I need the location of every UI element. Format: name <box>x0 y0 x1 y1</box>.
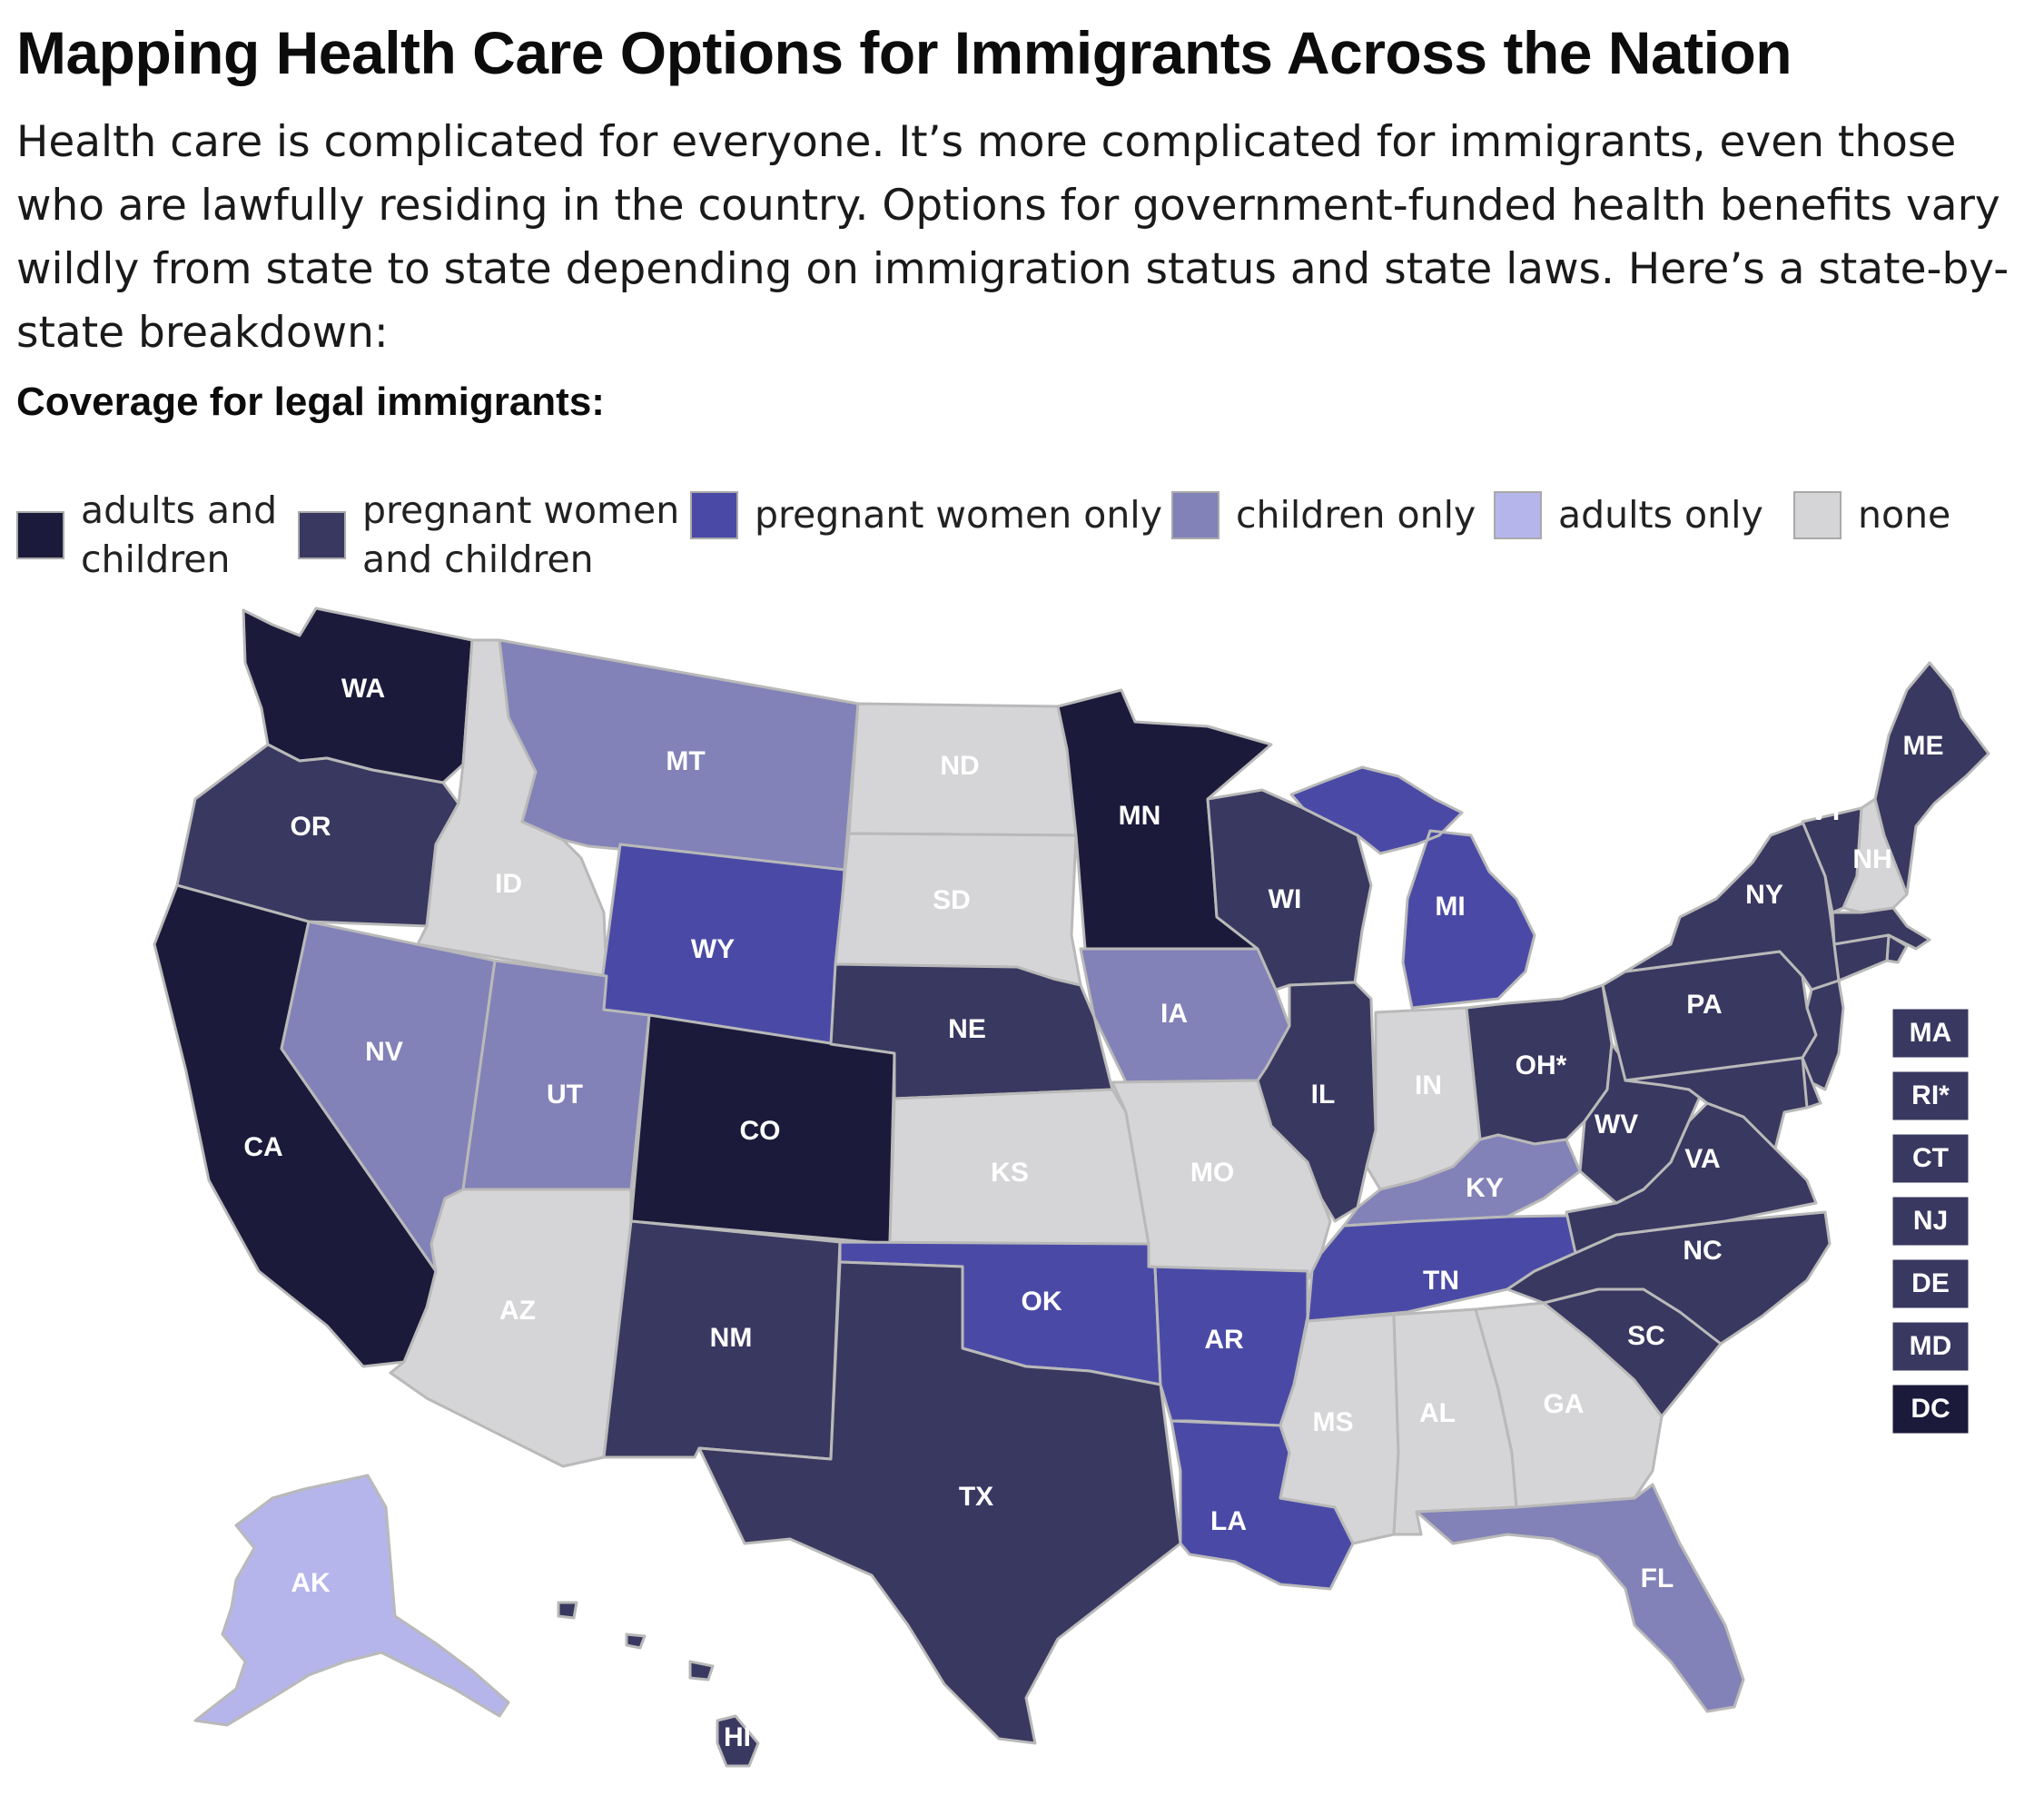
state-label-ne: NE <box>948 1014 986 1044</box>
state-label-la: LA <box>1210 1506 1247 1536</box>
inset-label-de: DE <box>1911 1268 1950 1298</box>
intro-text: Health care is complicated for everyone.… <box>16 117 2009 358</box>
state-label-mt: MT <box>666 746 705 776</box>
state-ct[interactable] <box>1832 933 1891 982</box>
state-md[interactable] <box>1624 1056 1809 1150</box>
state-label-nm: NM <box>710 1323 753 1353</box>
state-label-pa: PA <box>1686 990 1722 1020</box>
page-title: Mapping Health Care Options for Immigran… <box>16 19 1792 86</box>
state-label-mi: MI <box>1435 892 1465 922</box>
state-label-hi: HI <box>724 1722 751 1752</box>
state-label-oh: OH* <box>1516 1050 1567 1080</box>
state-label-in: IN <box>1415 1070 1442 1100</box>
inset-box-de[interactable] <box>1890 1257 1971 1311</box>
inset-box-ct[interactable] <box>1890 1131 1971 1186</box>
inset-box-dc[interactable] <box>1890 1382 1971 1436</box>
state-label-ut: UT <box>547 1080 583 1110</box>
state-label-ok: OK <box>1022 1287 1062 1317</box>
state-label-wa: WA <box>341 674 385 704</box>
legend-label: adults only <box>1558 493 1763 537</box>
state-label-ks: KS <box>991 1158 1029 1188</box>
state-label-al: AL <box>1419 1398 1456 1428</box>
state-label-wy: WY <box>691 934 735 964</box>
state-label-vt: VT <box>1810 796 1844 826</box>
state-label-ak: AK <box>291 1568 331 1598</box>
state-label-az: AZ <box>499 1296 536 1326</box>
state-label-ky: KY <box>1466 1173 1504 1203</box>
state-label-nc: NC <box>1683 1236 1722 1266</box>
state-label-sd: SD <box>933 885 971 915</box>
inset-label-ct: CT <box>1912 1143 1949 1173</box>
state-label-tx: TX <box>959 1482 993 1512</box>
legend-item-children-only: children only <box>1171 490 1508 539</box>
inset-label-md: MD <box>1910 1331 1952 1361</box>
state-ak[interactable] <box>193 1474 510 1727</box>
state-nj[interactable] <box>1801 979 1845 1091</box>
state-tx[interactable] <box>697 1260 1182 1745</box>
state-il[interactable] <box>1256 981 1377 1223</box>
state-mi[interactable] <box>1289 765 1536 1010</box>
legend-item-adults-and-children: adults and children <box>16 486 290 584</box>
inset-label-nj: NJ <box>1913 1206 1948 1236</box>
legend-item-pregnant-women-only: pregnant women only <box>690 490 1181 539</box>
state-label-va: VA <box>1684 1144 1720 1174</box>
inset-box-ma[interactable] <box>1890 1006 1971 1060</box>
state-label-nv: NV <box>365 1037 403 1067</box>
legend-label: pregnant women only <box>755 493 1162 537</box>
state-me[interactable] <box>1873 661 1990 896</box>
state-label-co: CO <box>740 1116 781 1146</box>
legend-item-none: none <box>1793 490 1994 539</box>
state-label-nd: ND <box>940 751 979 781</box>
state-label-wi: WI <box>1269 884 1302 914</box>
state-label-or: OR <box>291 812 331 842</box>
inset-box-md[interactable] <box>1890 1319 1971 1374</box>
legend-item-pregnant-women-and-children: pregnant women and children <box>298 486 689 584</box>
legend-swatch <box>1793 490 1842 539</box>
state-label-ca: CA <box>243 1132 282 1162</box>
state-label-ms: MS <box>1313 1407 1354 1437</box>
state-label-ia: IA <box>1160 999 1188 1029</box>
state-label-tn: TN <box>1423 1266 1459 1296</box>
legend-swatch <box>298 510 346 559</box>
state-ne[interactable] <box>829 962 1114 1100</box>
state-label-id: ID <box>495 869 522 899</box>
state-label-ga: GA <box>1544 1389 1585 1419</box>
legend-swatch <box>16 510 64 559</box>
state-label-ar: AR <box>1204 1325 1244 1355</box>
state-label-il: IL <box>1311 1080 1336 1110</box>
state-label-nh: NH <box>1852 844 1891 874</box>
legend-swatch <box>1171 490 1219 539</box>
inset-box-ri[interactable] <box>1890 1069 1971 1123</box>
state-label-ny: NY <box>1745 880 1783 910</box>
state-label-mn: MN <box>1119 801 1161 831</box>
legend-title: Coverage for legal immigrants: <box>16 380 605 424</box>
state-label-mo: MO <box>1190 1158 1234 1188</box>
legend-item-adults-only: adults only <box>1494 490 1785 539</box>
state-label-wv: WV <box>1595 1110 1638 1139</box>
state-hi[interactable] <box>557 1601 760 1768</box>
us-map: MA RI* CT NJ DE MD DC WA OR CA ID NV MT WY UT CO AZ NM ND… <box>153 607 1990 1768</box>
legend-label: pregnant women and children <box>362 488 680 581</box>
state-label-fl: FL <box>1641 1563 1674 1593</box>
legend-swatch <box>1494 490 1542 539</box>
inset-label-ri: RI* <box>1911 1080 1950 1110</box>
state-fl[interactable] <box>1415 1483 1745 1713</box>
legend-label: none <box>1858 493 1951 537</box>
inset-label-ma: MA <box>1910 1018 1952 1048</box>
inset-label-dc: DC <box>1911 1394 1950 1424</box>
inset-box-nj[interactable] <box>1890 1194 1971 1248</box>
state-label-sc: SC <box>1627 1321 1665 1351</box>
small-state-inset: MA RI* CT NJ DE MD DC <box>1890 1006 1971 1436</box>
state-labels: WA OR CA ID NV MT WY UT CO AZ NM ND SD NE KS OK TX MN IA MO… <box>243 674 1943 1752</box>
legend-label: children only <box>1236 493 1476 537</box>
legend-swatch <box>690 490 738 539</box>
legend-label: adults and children <box>81 488 278 581</box>
state-label-me: ME <box>1903 731 1944 761</box>
